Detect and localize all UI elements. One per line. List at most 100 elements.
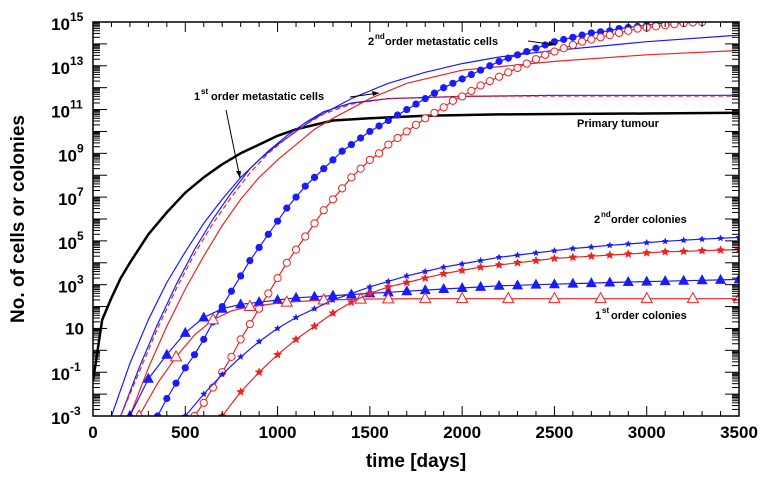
data-point [458,92,467,101]
data-point [604,276,616,287]
data-point [522,59,531,68]
data-point [237,272,245,280]
svg-text:3: 3 [77,273,84,287]
svg-text:10: 10 [58,234,77,253]
svg-text:10: 10 [58,146,77,165]
data-point [477,66,485,74]
data-point [301,182,309,190]
svg-text:10: 10 [58,278,77,297]
data-point [623,249,633,258]
data-point [594,291,607,304]
data-point [374,149,384,158]
data-point [310,173,319,182]
data-point [347,289,356,297]
data-point [412,100,420,108]
series-line [110,34,739,416]
data-point [310,304,319,312]
svg-text:Primary tumour: Primary tumour [577,118,660,130]
data-point [532,44,540,52]
data-point [320,165,328,173]
data-point [291,245,301,254]
data-point [199,398,208,407]
data-point [715,273,727,284]
data-point [586,251,596,261]
series-line [120,95,739,416]
data-point [458,75,466,83]
data-point [493,279,505,290]
data-point [633,24,642,33]
data-point [190,351,199,359]
data-point [430,108,439,117]
data-point [569,33,577,41]
svg-text:-1: -1 [70,360,81,374]
svg-text:2: 2 [368,36,374,48]
data-point [310,219,319,228]
data-point [357,134,365,142]
data-point [347,173,356,182]
data-point [467,70,475,79]
data-point [696,274,708,285]
data-point [560,35,568,44]
data-point [495,57,503,65]
annotation-second-order-colonies: 2 nd order colonies [594,210,687,226]
data-point [291,334,301,344]
data-point [569,244,577,252]
data-point [273,324,282,332]
data-point [568,40,577,50]
data-point [254,367,264,377]
svg-text:10: 10 [51,409,70,428]
data-point [365,155,374,164]
svg-text:10: 10 [51,15,70,34]
y-tick-label: 10 -3 [51,404,81,428]
data-point [338,184,347,193]
data-point [568,252,578,262]
data-point [273,217,282,225]
svg-text:order metastatic cells: order metastatic cells [385,36,498,48]
data-point [614,28,624,38]
data-point [476,256,485,264]
data-point [366,127,374,136]
data-point [403,105,411,114]
data-point [255,243,263,252]
data-point [624,26,633,35]
data-point [235,298,247,309]
data-point [292,313,300,321]
data-point [578,37,587,46]
data-point [421,267,429,275]
data-point [421,114,430,123]
data-point [438,283,450,294]
data-point [513,51,522,59]
svg-text:7: 7 [77,185,84,199]
x-tick-label: 1000 [259,423,297,442]
data-point [550,47,559,56]
data-point [661,237,669,245]
data-point [264,230,272,238]
data-point [154,412,162,416]
data-point [327,289,339,300]
data-point [419,284,431,295]
data-point [567,277,579,288]
arrow-head-second-cells [548,41,556,46]
annotation-primary-tumour: Primary tumour [577,118,660,130]
data-point [578,31,586,39]
data-point [659,275,671,286]
data-point [475,262,486,272]
data-point [715,245,726,255]
annotation-first-order-cells: 1 st order metastatic cells [194,87,380,179]
data-point [328,308,338,318]
series-0 [93,111,739,382]
data-point [686,291,700,304]
data-point [264,289,273,298]
data-point [142,372,154,383]
data-point [541,50,550,59]
data-point [227,287,236,295]
data-point [411,120,421,129]
data-point [587,243,596,251]
data-point [643,238,651,246]
data-point [596,33,605,42]
data-point [403,272,411,280]
data-point [418,291,432,304]
data-point [485,77,494,86]
data-point [455,291,469,304]
